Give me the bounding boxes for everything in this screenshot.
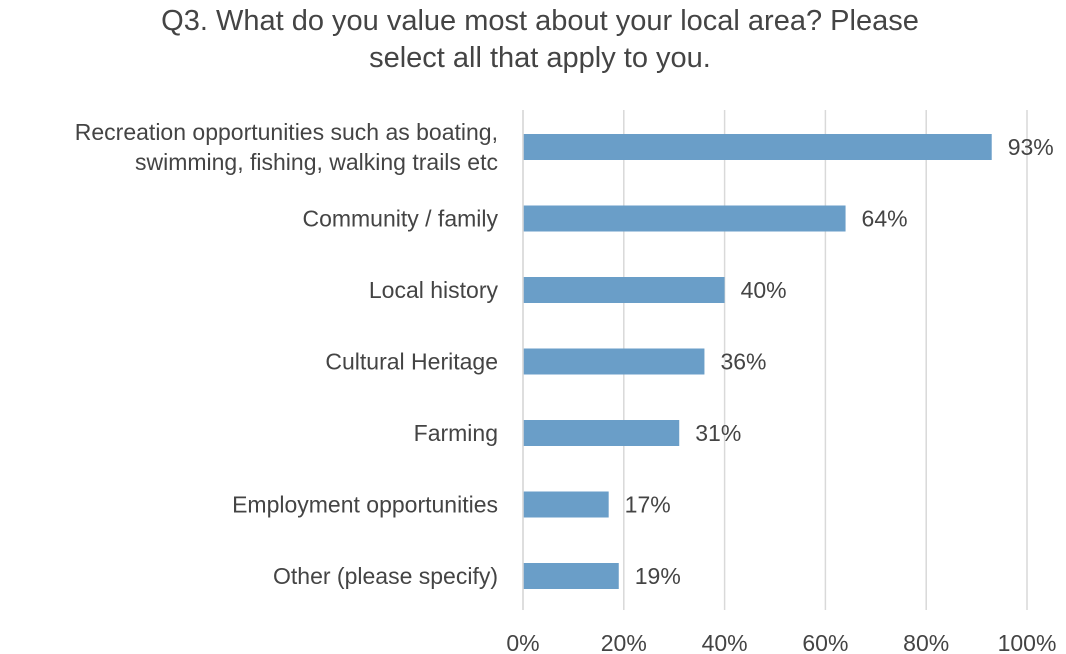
chart-title-line-1: Q3. What do you value most about your lo… [161,5,919,37]
x-tick-label: 40% [702,630,748,654]
bar [523,348,705,375]
value-label: 36% [720,349,766,375]
category-label: Employment opportunities [232,492,498,518]
bar [523,277,725,303]
x-tick-label: 0% [506,630,539,654]
x-tick-label: 20% [601,630,647,654]
category-label: Community / family [302,206,498,232]
value-label: 17% [625,492,671,518]
bar [523,205,846,232]
value-label: 40% [741,277,787,303]
x-tick-label: 100% [998,630,1057,654]
value-label: 93% [1008,134,1054,160]
category-label: Other (please specify) [273,563,498,589]
category-label: swimming, fishing, walking trails etc [135,149,498,175]
category-label: Local history [369,277,499,303]
category-label: Cultural Heritage [325,349,498,375]
chart-title-line-2: select all that apply to you. [369,42,711,74]
bar [523,491,609,518]
value-label: 19% [635,563,681,589]
category-label: Farming [414,420,498,446]
x-tick-label: 60% [802,630,848,654]
bar [523,563,619,589]
value-label: 64% [862,206,908,232]
x-tick-label: 80% [903,630,949,654]
value-label: 31% [695,420,741,446]
category-label: Recreation opportunities such as boating… [75,119,498,145]
bar [523,134,992,160]
bar [523,420,680,446]
